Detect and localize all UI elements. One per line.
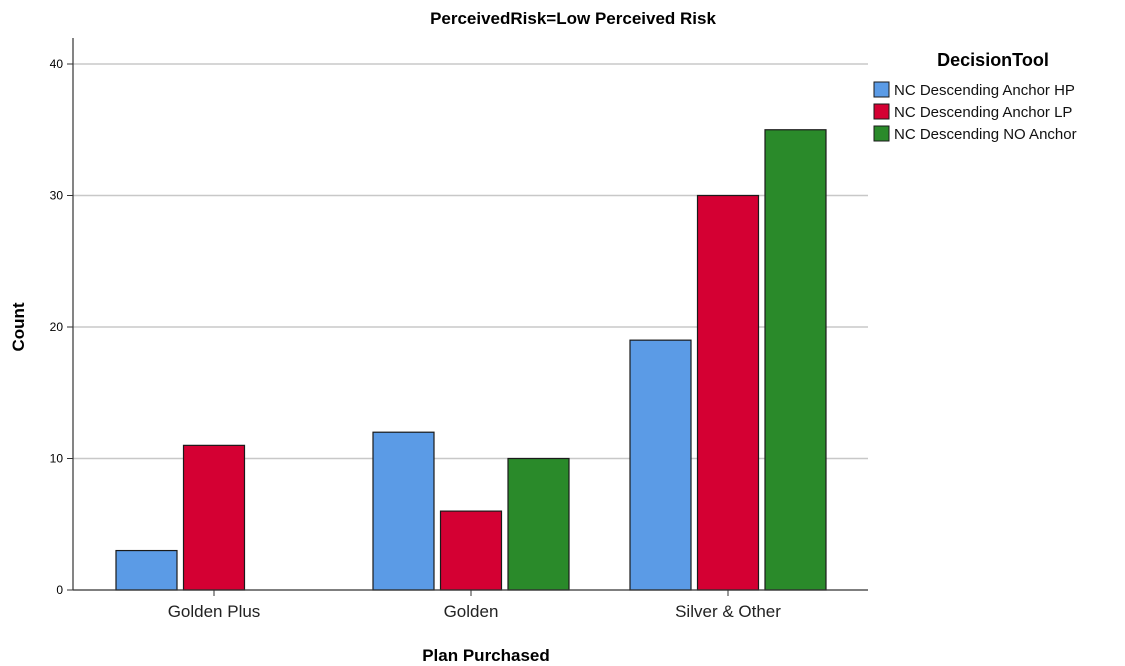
x-axis-label: Plan Purchased — [422, 646, 550, 665]
y-axis-label: Count — [9, 302, 28, 351]
bar — [764, 129, 827, 591]
bar — [372, 431, 435, 591]
bar — [507, 457, 570, 591]
x-ticks: Golden Plus Golden Silver & Other — [168, 590, 781, 621]
y-tick-label: 30 — [50, 189, 64, 203]
y-ticks: 0 10 20 30 40 — [50, 57, 73, 597]
legend-title: DecisionTool — [937, 50, 1049, 70]
bar — [629, 339, 692, 591]
y-tick-label: 20 — [50, 320, 64, 334]
legend-swatch — [873, 103, 890, 120]
legend-label: NC Descending Anchor LP — [894, 104, 1072, 121]
chart-title: PerceivedRisk=Low Perceived Risk — [430, 9, 716, 28]
legend-swatch — [873, 81, 890, 98]
x-tick-label: Golden Plus — [168, 602, 261, 621]
bar — [696, 194, 760, 591]
legend-label: NC Descending NO Anchor — [894, 126, 1077, 143]
bar — [439, 510, 503, 591]
legend-swatch — [873, 125, 890, 142]
y-tick-label: 10 — [50, 452, 64, 466]
y-tick-label: 40 — [50, 57, 64, 71]
bar — [182, 444, 246, 591]
bar — [115, 549, 178, 591]
bars — [115, 129, 827, 591]
legend: DecisionTool NC Descending Anchor HP NC D… — [873, 50, 1077, 143]
y-tick-label: 0 — [56, 583, 63, 597]
x-tick-label: Silver & Other — [675, 602, 781, 621]
x-tick-label: Golden — [444, 602, 499, 621]
legend-label: NC Descending Anchor HP — [894, 82, 1075, 99]
